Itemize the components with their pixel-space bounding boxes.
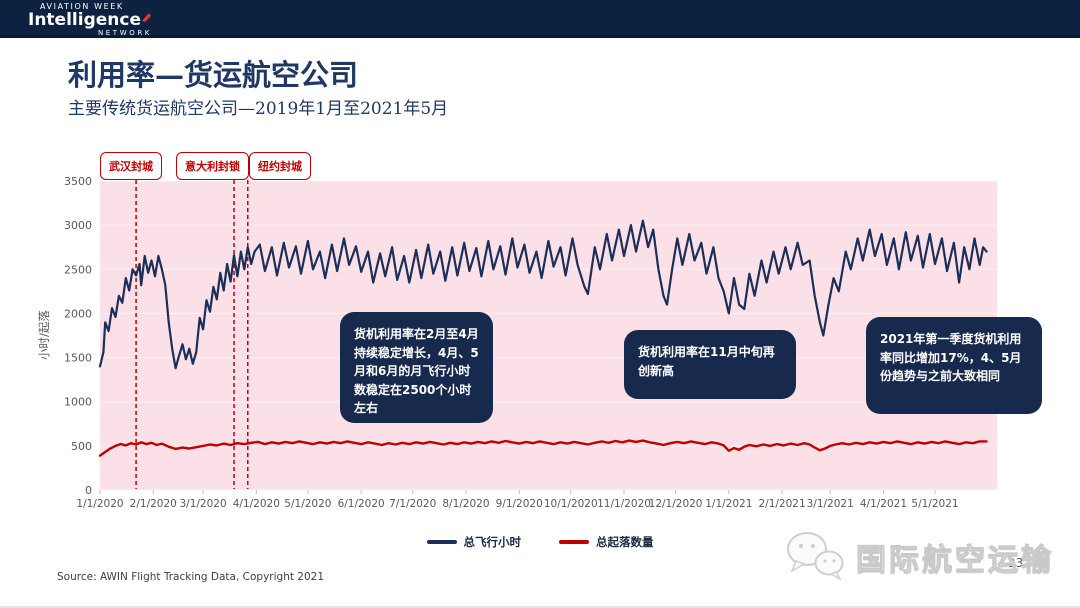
- event-flag-newyork-lockdown: 纽约封城: [249, 152, 311, 180]
- chart-legend: 总飞行小时 总起落数量: [0, 534, 1080, 550]
- wechat-icon: [784, 528, 846, 586]
- y-tick-label: 500: [71, 440, 92, 453]
- logo-arrow-icon: [141, 10, 152, 27]
- page-title: 利用率—货运航空公司: [68, 58, 359, 92]
- x-tick-label: 3/1/2020: [180, 498, 227, 510]
- x-tick-label: 4/1/2020: [233, 498, 280, 510]
- plot-area: [100, 181, 997, 490]
- flight-hours-line-swatch: [426, 540, 457, 544]
- brand-network-text: NETWORK: [97, 29, 152, 37]
- y-tick-label: 2000: [64, 307, 92, 320]
- x-tick-label: 7/1/2020: [389, 498, 436, 510]
- slide-bottom-border: [0, 606, 1080, 608]
- departures-line: [98, 439, 988, 457]
- y-tick-label: 1500: [64, 352, 92, 365]
- page-subtitle: 主要传统货运航空公司—2019年1月至2021年5月: [68, 99, 449, 119]
- brand-top-text: AVIATION WEEK: [40, 2, 124, 11]
- x-tick-label: 1/1/2021: [705, 498, 752, 510]
- y-tick-label: 3500: [64, 175, 92, 188]
- y-tick-label: 2500: [64, 263, 92, 276]
- departures-line-swatch: [559, 540, 589, 544]
- callout-2021-q1: 2021年第一季度货机利用率同比增加17%，4、5月份趋势与之前大致相同: [866, 317, 1042, 414]
- flight-hours-line: [98, 219, 988, 370]
- top-brand-bar: AVIATION WEEK Intelligence NETWORK: [0, 0, 1080, 38]
- x-tick-label: 2/1/2020: [130, 498, 177, 510]
- page-number: 23: [1008, 556, 1024, 570]
- legend-item-departures: 总起落数量: [559, 534, 654, 550]
- source-note: Source: AWIN Flight Tracking Data, Copyr…: [57, 571, 325, 583]
- x-tick-label: 6/1/2020: [338, 498, 385, 510]
- x-tick-label: 5/1/2021: [911, 498, 958, 510]
- legend-label: 总飞行小时: [463, 535, 522, 549]
- legend-label: 总起落数量: [596, 535, 654, 549]
- watermark-text: 国际航空运输: [856, 543, 1054, 579]
- event-flag-wuhan-lockdown: 武汉封城: [100, 152, 162, 180]
- event-flag-italy-lockdown: 意大利封锁: [176, 152, 249, 180]
- y-tick-label: 1000: [64, 396, 92, 409]
- x-tick-label: 10/1/2020: [544, 498, 598, 510]
- x-tick-label: 2/1/2021: [759, 498, 806, 510]
- awin-logo: AVIATION WEEK Intelligence NETWORK: [28, 3, 152, 37]
- x-tick-label: 3/1/2021: [807, 498, 854, 510]
- x-tick-label: 11/1/2020: [597, 498, 651, 510]
- callout-november-high: 货机利用率在11月中旬再创新高: [624, 330, 796, 399]
- x-tick-label: 5/1/2020: [284, 498, 331, 510]
- callout-feb-apr-growth: 货机利用率在2月至4月持续稳定增长，4月、5月和6月的月飞行小时数稳定在2500…: [340, 312, 493, 423]
- x-tick-label: 9/1/2020: [496, 498, 543, 510]
- brand-main-text: Intelligence: [28, 10, 141, 30]
- x-tick-label: 8/1/2020: [442, 498, 489, 510]
- legend-item-flight-hours: 总飞行小时: [426, 534, 522, 550]
- x-tick-label: 1/1/2020: [76, 498, 123, 510]
- x-tick-label: 4/1/2021: [860, 498, 907, 510]
- x-tick-label: 12/1/2020: [649, 498, 703, 510]
- wechat-watermark: 国际航空运输: [784, 528, 1054, 586]
- y-axis-title: 小时/起落: [37, 310, 51, 360]
- y-tick-label: 0: [85, 484, 92, 497]
- y-tick-label: 3000: [64, 219, 92, 232]
